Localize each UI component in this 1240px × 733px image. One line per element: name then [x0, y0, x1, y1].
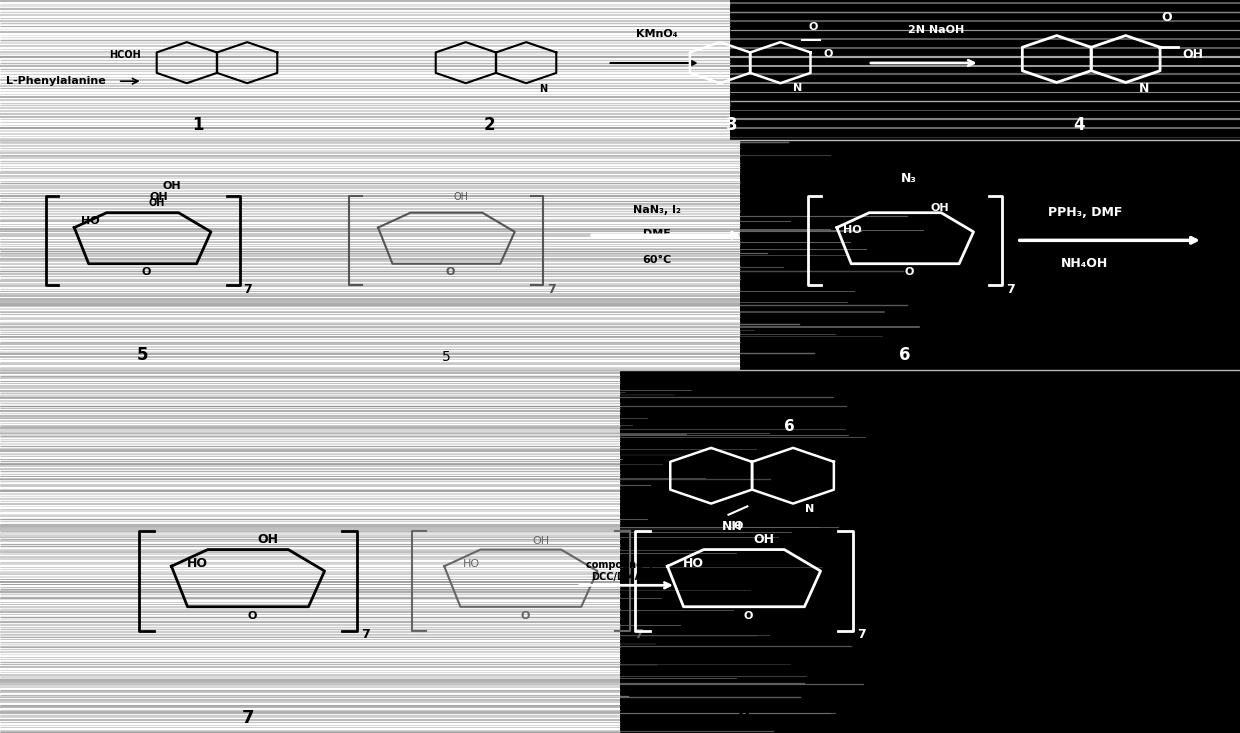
- Text: O: O: [743, 611, 753, 622]
- Text: 8: 8: [738, 709, 750, 727]
- Text: NaN₃, I₂: NaN₃, I₂: [634, 205, 681, 215]
- Text: 7: 7: [361, 628, 370, 641]
- Text: OH: OH: [150, 192, 169, 202]
- Text: 2: 2: [484, 116, 496, 134]
- Text: 3: 3: [725, 116, 738, 134]
- Bar: [730, 0, 1240, 140]
- Text: OH: OH: [1183, 48, 1204, 61]
- Text: HCOH: HCOH: [109, 51, 140, 60]
- Text: HO: HO: [464, 559, 480, 569]
- Text: OH: OH: [454, 192, 469, 202]
- Text: O: O: [520, 611, 529, 622]
- Text: O: O: [733, 521, 743, 531]
- Text: compound 4
DCC/DMAP: compound 4 DCC/DMAP: [587, 560, 653, 582]
- Text: 5: 5: [441, 350, 451, 364]
- Text: PPH₃, DMF: PPH₃, DMF: [1048, 206, 1122, 219]
- Text: NH₄OH: NH₄OH: [1061, 257, 1109, 270]
- Text: OH: OH: [930, 203, 949, 213]
- Text: 7: 7: [547, 283, 556, 295]
- Text: HO: HO: [683, 557, 704, 570]
- Text: KMnO₄: KMnO₄: [636, 29, 678, 39]
- Text: 6: 6: [899, 346, 911, 364]
- Text: HO: HO: [843, 225, 862, 235]
- Text: O: O: [1162, 11, 1172, 23]
- Text: 1: 1: [192, 116, 205, 134]
- Text: O: O: [141, 268, 151, 277]
- Text: O: O: [445, 268, 455, 277]
- Text: O: O: [808, 22, 817, 32]
- Text: OH: OH: [162, 182, 181, 191]
- Text: L-Phenylalanine: L-Phenylalanine: [6, 76, 105, 86]
- Text: OH: OH: [258, 533, 279, 546]
- Text: N: N: [794, 83, 802, 93]
- Text: HO: HO: [81, 216, 99, 226]
- Text: NH: NH: [722, 520, 743, 533]
- Text: OH: OH: [149, 199, 165, 208]
- Text: 7: 7: [857, 628, 866, 641]
- Text: O: O: [247, 611, 257, 622]
- Bar: [740, 140, 1240, 370]
- Text: 5: 5: [136, 346, 149, 364]
- Text: N₃: N₃: [900, 172, 916, 185]
- Text: 60°C: 60°C: [642, 255, 672, 265]
- Text: DMF: DMF: [644, 229, 671, 239]
- Text: O: O: [823, 49, 832, 59]
- Text: HO: HO: [187, 557, 208, 570]
- Text: 7: 7: [243, 283, 252, 295]
- Text: N: N: [1138, 82, 1148, 95]
- Text: 7: 7: [634, 628, 642, 641]
- Text: 6: 6: [785, 419, 795, 434]
- Text: 4: 4: [1073, 116, 1085, 134]
- Text: O: O: [904, 268, 914, 277]
- Text: OH: OH: [532, 537, 549, 546]
- Text: 7: 7: [1006, 283, 1014, 295]
- Text: N: N: [805, 504, 815, 514]
- Text: N: N: [539, 84, 548, 95]
- Text: 7: 7: [242, 709, 254, 727]
- Bar: [620, 370, 1240, 733]
- Text: 2N NaOH: 2N NaOH: [908, 25, 965, 35]
- Text: OH: OH: [754, 533, 775, 546]
